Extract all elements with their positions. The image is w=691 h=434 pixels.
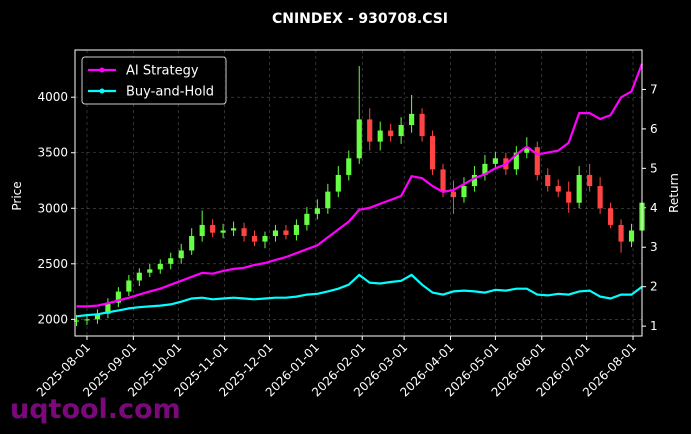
candle-body: [147, 269, 153, 273]
candle-body: [524, 147, 530, 153]
candle-body: [325, 191, 331, 209]
candle-body: [482, 163, 488, 175]
candle-body: [429, 136, 436, 170]
candle-body: [513, 152, 519, 170]
y2-tick-label: 3: [650, 240, 658, 254]
candle-body: [262, 236, 268, 242]
watermark: uqtool.com: [10, 394, 181, 425]
candle-body: [94, 313, 101, 320]
legend: AI Strategy Buy-and-Hold: [81, 56, 227, 105]
legend-box: [81, 56, 227, 105]
candle-body: [587, 174, 593, 187]
chart-title: CNINDEX - 930708.CSI: [272, 11, 448, 27]
y-tick-label: 4000: [37, 90, 68, 104]
candle-body: [555, 186, 561, 192]
y2-tick-label: 6: [650, 122, 658, 136]
candle-body: [440, 169, 446, 192]
candle-body: [367, 119, 373, 142]
candle-body: [377, 130, 383, 142]
legend-marker: [99, 67, 105, 73]
y-tick-label: 3000: [37, 201, 68, 215]
y2-tick-label: 7: [650, 82, 658, 96]
legend-label: Buy-and-Hold: [126, 85, 214, 100]
candle-body: [220, 230, 226, 233]
y-tick-label: 3500: [37, 146, 68, 160]
candle-body: [608, 208, 614, 225]
candle-body: [335, 174, 341, 192]
candle-body: [178, 250, 184, 259]
candle-body: [356, 119, 362, 159]
candle-body: [576, 174, 582, 203]
y2-tick-label: 1: [650, 319, 658, 333]
candle-body: [293, 224, 299, 235]
y-tick-label: 2000: [37, 312, 68, 326]
candle-body: [272, 230, 279, 237]
candle-body: [471, 174, 478, 187]
candle-body: [304, 213, 310, 225]
candle-body: [597, 186, 603, 209]
candle-body: [210, 224, 216, 233]
legend-marker: [99, 88, 105, 94]
y2-tick-label: 4: [650, 201, 658, 215]
candle-body: [618, 224, 624, 242]
candle-body: [388, 130, 394, 137]
candle-body: [450, 191, 457, 198]
y2-tick-label: 5: [650, 161, 658, 175]
legend-label: AI Strategy: [126, 64, 199, 79]
candle-body: [84, 319, 90, 321]
candle-body: [545, 174, 551, 187]
y2-axis-label: Return: [667, 173, 681, 213]
candle-body: [566, 191, 572, 203]
y-tick-label: 2500: [37, 257, 68, 271]
y2-tick-label: 2: [650, 280, 658, 294]
plot-frame: [74, 49, 643, 337]
candle-body: [409, 113, 415, 125]
candle-body: [115, 291, 121, 303]
candle-body: [314, 208, 320, 214]
candle-body: [73, 320, 80, 322]
candle-body: [419, 113, 425, 137]
candle-body: [126, 280, 132, 292]
candle-body: [168, 258, 174, 264]
candle-body: [346, 158, 352, 175]
candle-body: [251, 236, 258, 242]
series-line: [76, 63, 644, 308]
candle-body: [157, 263, 163, 270]
y-axis-label: Price: [10, 181, 24, 210]
candle-body: [628, 230, 635, 242]
candle-body: [534, 147, 540, 175]
candle-body: [231, 228, 237, 231]
candle-body: [199, 224, 205, 237]
candle-body: [189, 236, 195, 251]
candle-body: [105, 302, 111, 314]
series-line: [76, 273, 643, 318]
candle-body: [136, 272, 142, 281]
candle-body: [398, 124, 404, 137]
candle-body: [283, 230, 289, 235]
candle-body: [492, 158, 498, 164]
candle-body: [461, 186, 467, 198]
candle-body: [241, 228, 247, 237]
